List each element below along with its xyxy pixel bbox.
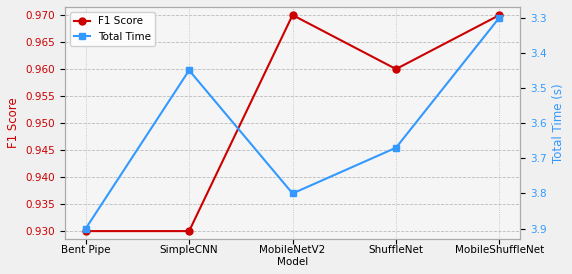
- Total Time: [496, 16, 503, 19]
- Total Time: [289, 192, 296, 195]
- Total Time: [82, 227, 89, 230]
- Total Time: [392, 146, 399, 149]
- F1 Score: [392, 67, 399, 71]
- F1 Score: [496, 13, 503, 17]
- F1 Score: [289, 13, 296, 17]
- Line: F1 Score: F1 Score: [82, 12, 503, 235]
- Line: Total Time: Total Time: [82, 14, 503, 232]
- F1 Score: [82, 229, 89, 233]
- F1 Score: [186, 229, 193, 233]
- Total Time: [186, 69, 193, 72]
- Y-axis label: F1 Score: F1 Score: [7, 98, 20, 149]
- Y-axis label: Total Time (s): Total Time (s): [552, 83, 565, 163]
- Legend: F1 Score, Total Time: F1 Score, Total Time: [70, 12, 156, 46]
